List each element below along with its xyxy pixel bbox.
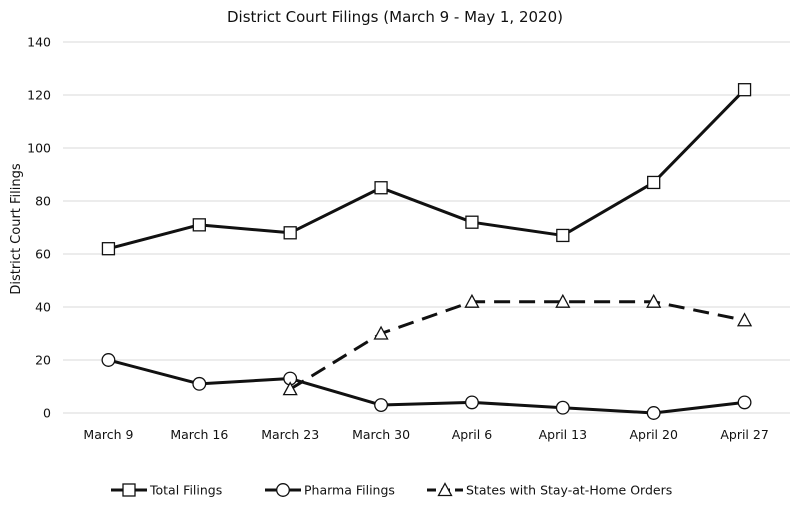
data-point (464, 395, 479, 410)
data-point (646, 293, 662, 308)
y-tick-label: 100 (27, 141, 51, 156)
legend-marker (122, 483, 136, 497)
y-tick-label: 0 (43, 406, 51, 421)
data-point (555, 293, 571, 308)
gridlines (63, 41, 790, 414)
data-point (283, 226, 297, 240)
data-point (282, 381, 298, 396)
data-point (556, 228, 570, 243)
series-line (108, 358, 745, 415)
series-line (289, 300, 745, 391)
x-axis-ticks: March 9 March 16 March 23 March 30 April 6 Ap… (83, 427, 768, 442)
legend-item-total-filings: Total Filings (111, 483, 222, 498)
y-tick-label: 60 (35, 247, 51, 262)
data-point (647, 175, 661, 190)
legend: Total Filings Pharma Filings States with S… (111, 482, 672, 498)
y-tick-label: 140 (27, 35, 51, 50)
series-states-with-stay-at-home-orders (282, 293, 753, 396)
legend-label: Total Filings (149, 483, 222, 498)
data-point (737, 83, 752, 97)
series-layer (101, 83, 753, 420)
legend-label: Pharma Filings (304, 483, 395, 498)
data-point (737, 395, 752, 410)
x-tick-label: March 9 (83, 427, 133, 442)
y-tick-label: 20 (35, 353, 51, 368)
series-line (108, 88, 746, 251)
legend-label: States with Stay-at-Home Orders (466, 483, 672, 498)
y-tick-label: 80 (35, 194, 51, 209)
data-point (101, 353, 116, 367)
legend-item-pharma-filings: Pharma Filings (265, 483, 395, 498)
y-axis-ticks: 0 20 40 60 80 100 120 140 (27, 35, 51, 421)
y-tick-label: 120 (27, 88, 51, 103)
series-total-filings (101, 83, 752, 256)
data-point (374, 181, 388, 195)
x-tick-label: April 20 (629, 427, 677, 442)
data-point (373, 325, 389, 340)
data-point (374, 398, 389, 413)
y-axis-label: District Court Filings (9, 163, 24, 295)
data-point (101, 242, 116, 256)
data-point (555, 400, 570, 415)
chart-title: District Court Filings (March 9 - May 1,… (227, 8, 563, 26)
legend-marker (437, 482, 453, 497)
x-tick-label: April 6 (452, 427, 493, 442)
x-tick-label: March 30 (352, 427, 410, 442)
data-point (464, 293, 480, 308)
x-tick-label: March 16 (170, 427, 228, 442)
y-tick-label: 40 (35, 300, 51, 315)
series-pharma-filings (101, 353, 752, 420)
data-point (646, 406, 661, 420)
x-tick-label: April 13 (539, 427, 587, 442)
x-tick-label: April 27 (720, 427, 768, 442)
data-point (192, 376, 207, 391)
legend-marker (276, 483, 290, 497)
data-point (736, 312, 753, 327)
legend-item-states-with-stay-at-home-orders: States with Stay-at-Home Orders (427, 482, 672, 498)
data-point (465, 215, 479, 229)
data-point (192, 218, 206, 232)
x-tick-label: March 23 (261, 427, 319, 442)
